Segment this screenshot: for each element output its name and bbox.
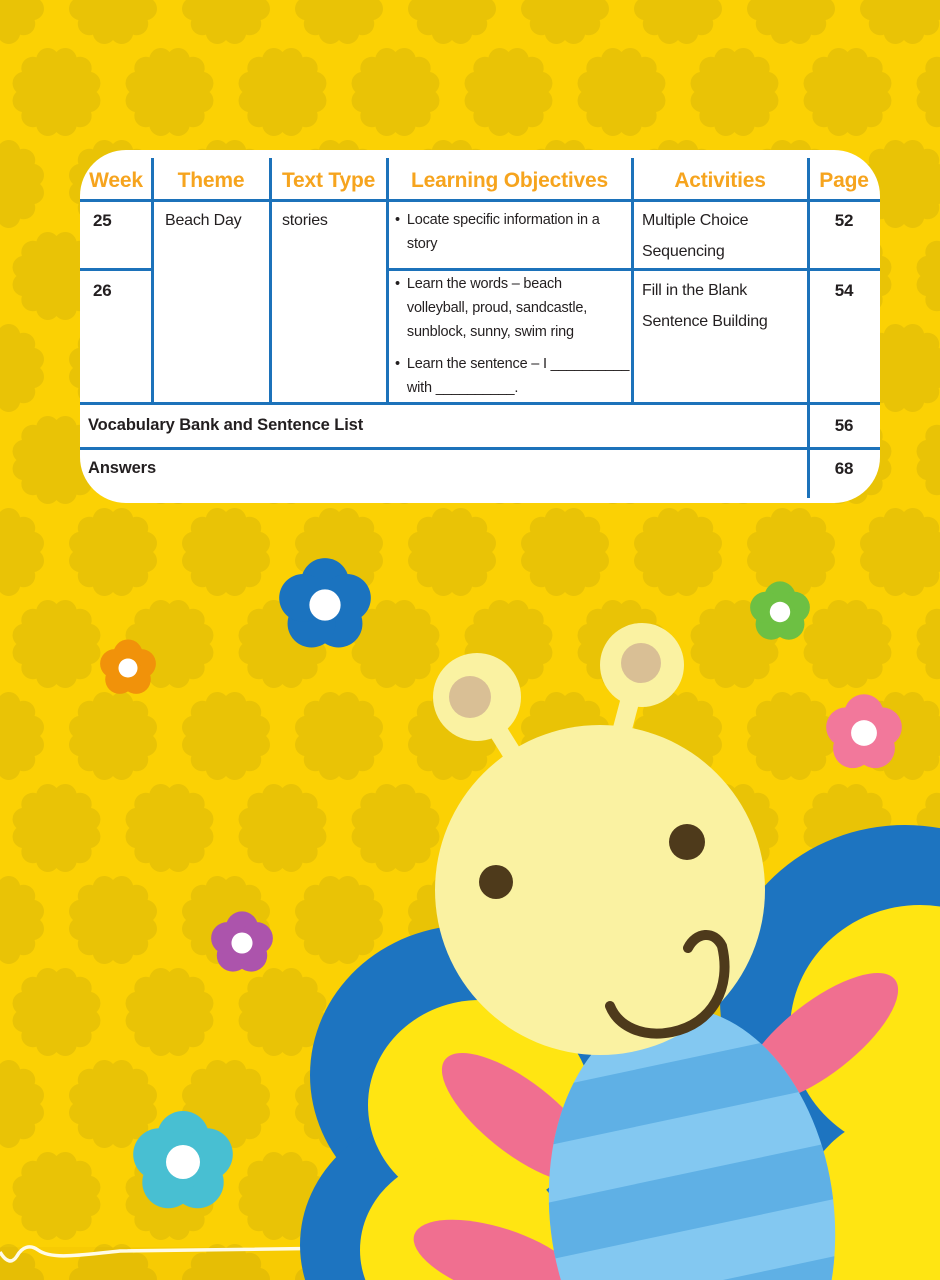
butterfly-smile (605, 930, 730, 1039)
butterfly-illustration (300, 623, 940, 1280)
table-border (150, 158, 154, 403)
table-border (80, 199, 880, 202)
table-border (80, 447, 880, 450)
learning-objectives-cell: Locate specific information in a story (395, 208, 600, 256)
activity-item: Fill in the Blank (642, 282, 748, 299)
page-number: 68 (834, 459, 854, 478)
butterfly-eye-right (669, 824, 705, 860)
theme-value: Beach Day (165, 212, 242, 229)
text-type-value: stories (282, 212, 328, 229)
col-header-week: Week (89, 169, 143, 192)
col-header-activities: Activities (674, 169, 766, 192)
week-number: 25 (93, 211, 112, 230)
objective-item: Locate specific information in a story (395, 208, 600, 256)
butterfly-eye-left (479, 865, 513, 899)
table-border (806, 158, 810, 498)
table-border (385, 158, 389, 403)
objective-item: Learn the sentence – I __________ with _… (395, 352, 630, 400)
flower-orange (100, 639, 156, 694)
col-header-page: Page (819, 169, 869, 192)
footer-row-label: Answers (88, 459, 157, 477)
table-border (630, 158, 634, 403)
learning-objectives-cell: Learn the words – beach volleyball, prou… (395, 272, 630, 400)
table-border (268, 158, 272, 403)
flower-blue (279, 558, 371, 648)
antenna-ball-left-inner (449, 676, 491, 718)
butterfly-head (435, 725, 765, 1055)
activity-item: Sentence Building (642, 313, 768, 330)
flower-teal (133, 1111, 233, 1209)
activity-item: Sequencing (642, 243, 725, 260)
col-header-learning-objectives: Learning Objectives (411, 169, 608, 192)
footer-row-label: Vocabulary Bank and Sentence List (88, 416, 364, 434)
week-number: 26 (93, 281, 112, 300)
table-border (80, 268, 152, 271)
col-header-theme: Theme (177, 169, 245, 192)
flower-green (750, 581, 810, 640)
table-border (387, 268, 880, 271)
activity-item: Multiple Choice (642, 212, 749, 229)
flower-pink (826, 694, 902, 769)
antenna-ball-right-inner (621, 643, 661, 683)
scattered-flowers (100, 558, 902, 1209)
page-number: 52 (834, 211, 854, 230)
table-border (80, 402, 880, 405)
col-header-text-type: Text Type (281, 169, 376, 192)
activities-cell: Fill in the Blank Sentence Building (642, 275, 768, 337)
flower-purple (211, 911, 273, 972)
page-number: 56 (834, 416, 854, 435)
page-number: 54 (834, 281, 854, 300)
activities-cell: Multiple Choice Sequencing (642, 205, 749, 267)
objective-item: Learn the words – beach volleyball, prou… (395, 272, 629, 344)
contents-table-panel: Week Theme Text Type Learning Objectives… (80, 150, 880, 503)
